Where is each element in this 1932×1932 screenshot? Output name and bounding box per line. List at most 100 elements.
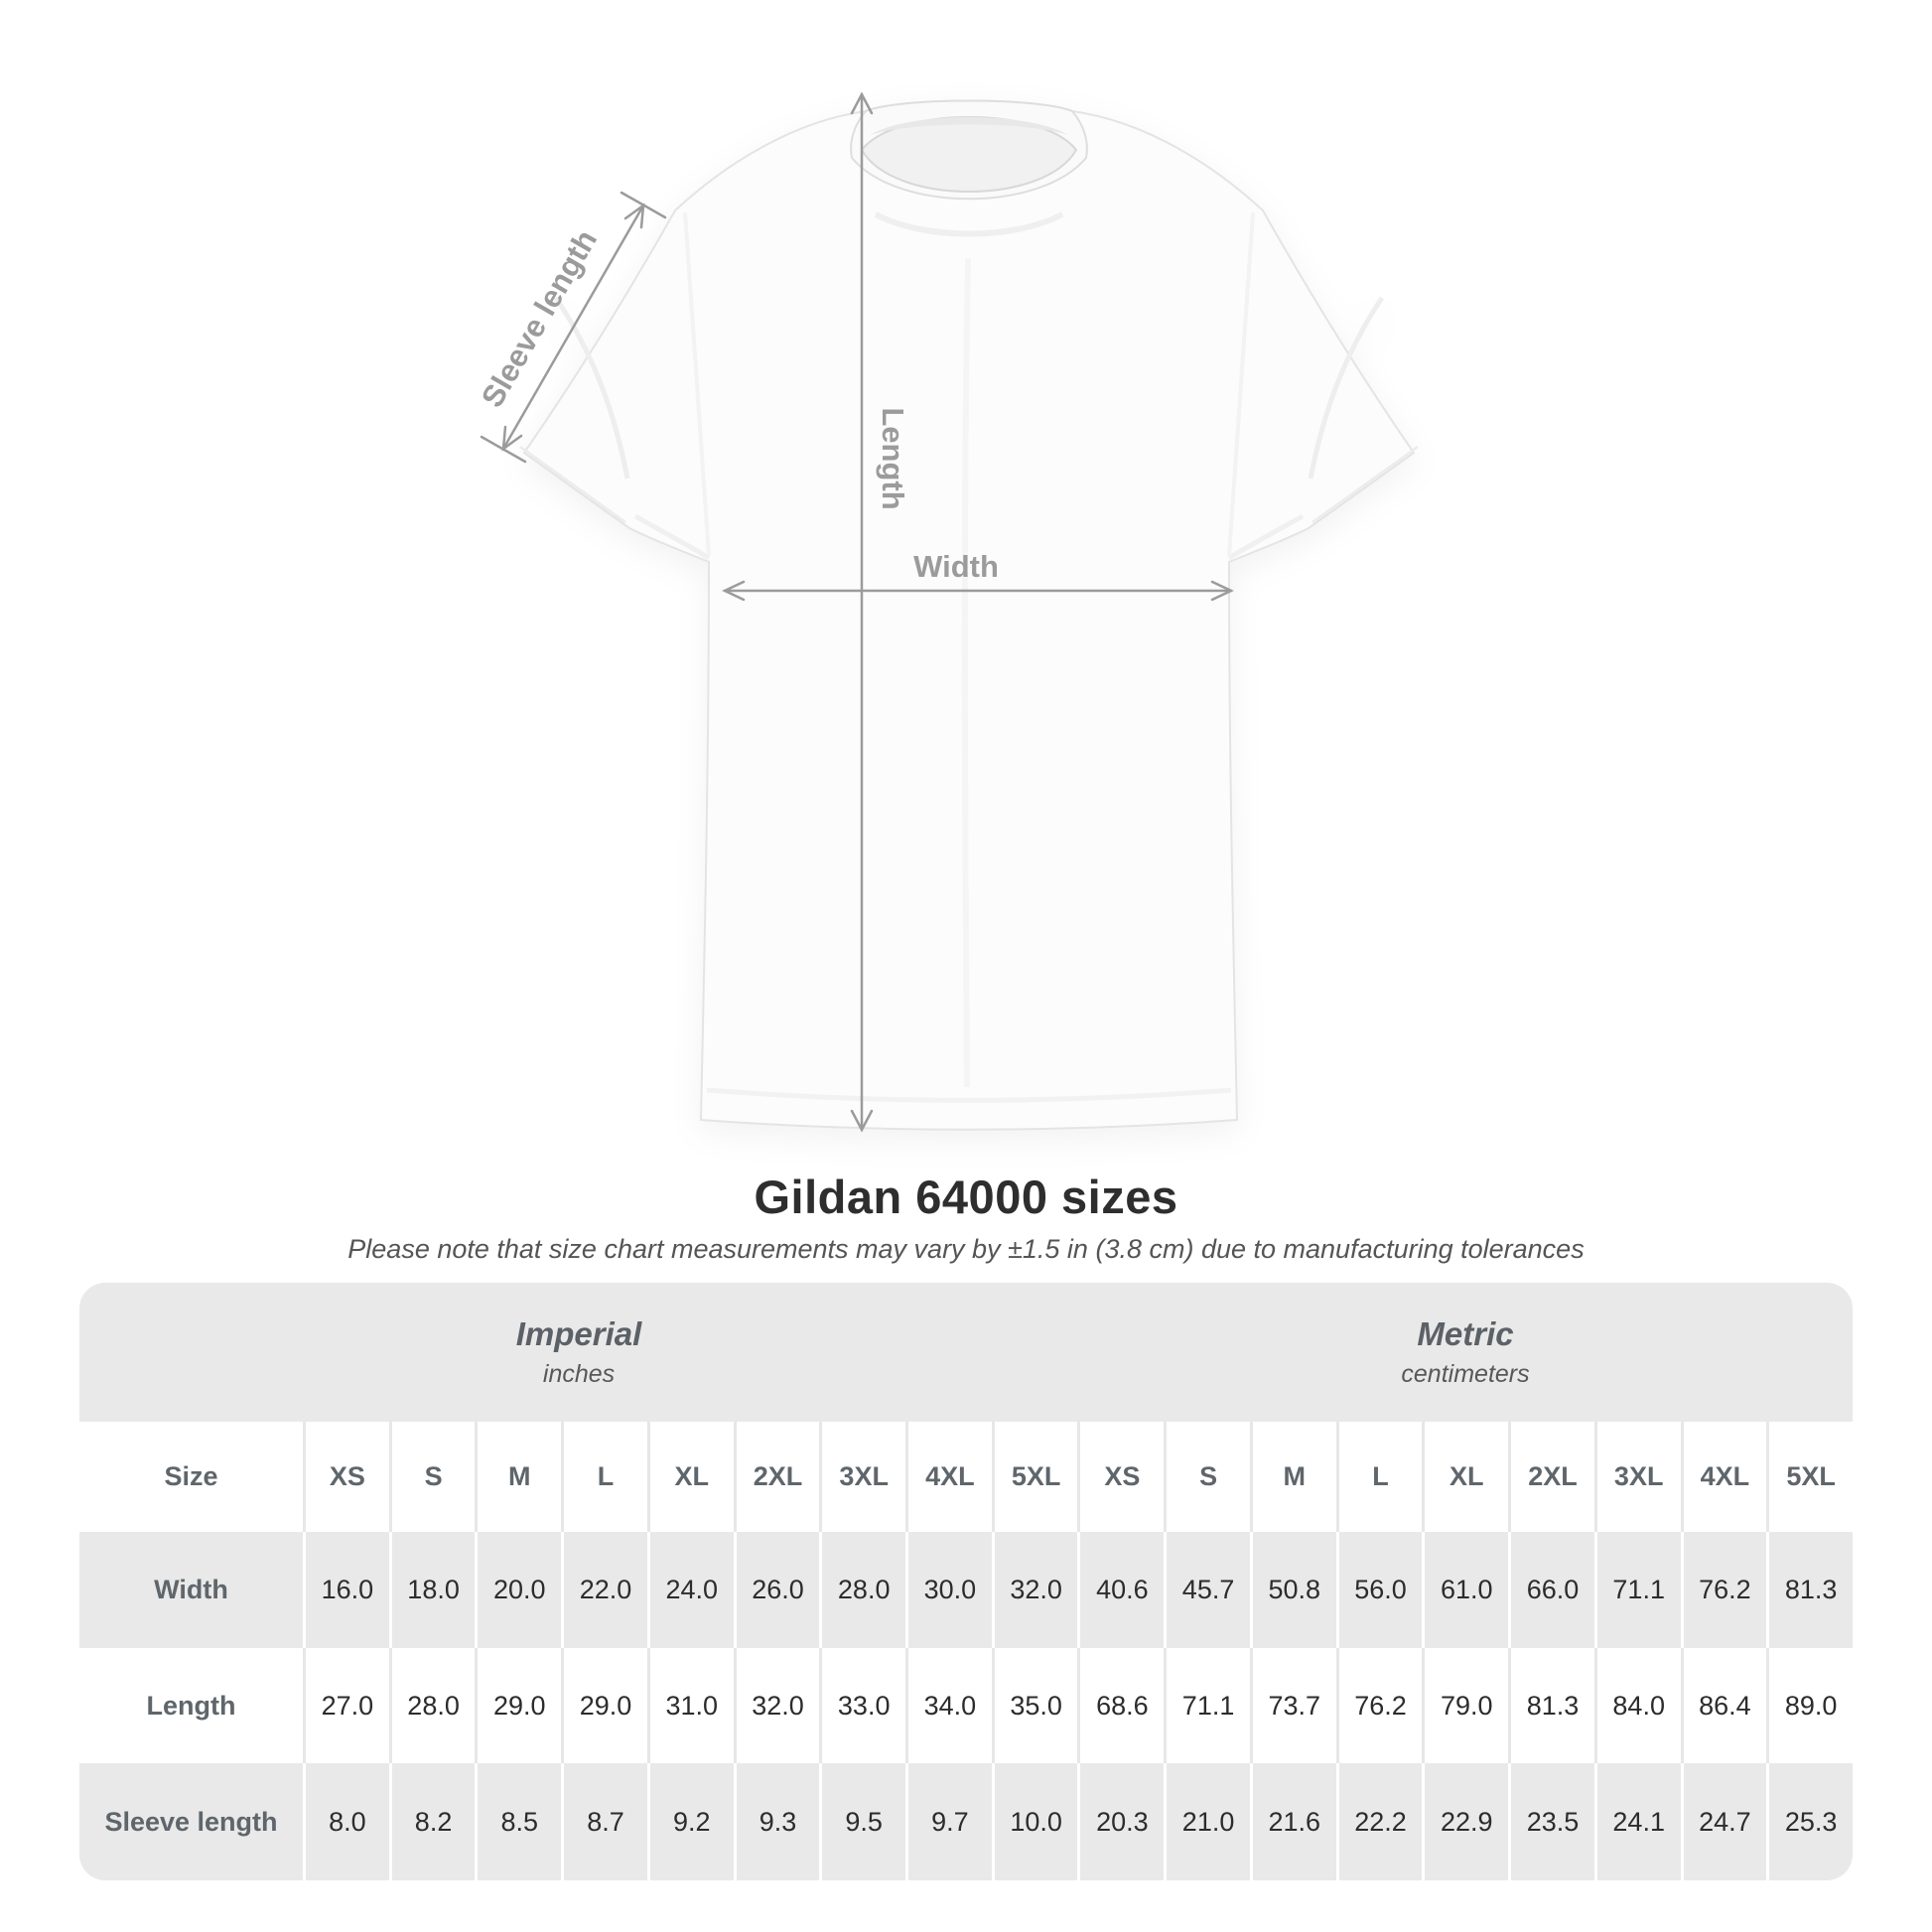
size-header-row: Size XS S M L XL 2XL 3XL 4XL 5XL XS S M L XL 2XL 3XL 4XL 5… [79, 1422, 1853, 1532]
value-cell-metric: 61.0 [1425, 1532, 1509, 1648]
width-label: Width [913, 549, 999, 584]
value-cell-imperial: 16.0 [306, 1532, 389, 1648]
size-header-metric-xl: XL [1425, 1422, 1509, 1532]
value-cell-metric: 71.1 [1596, 1532, 1681, 1648]
value-cell-imperial: 31.0 [649, 1648, 734, 1763]
length-row: Length 27.0 28.0 29.0 29.0 31.0 32.0 33.0 34.0 35… [79, 1648, 1853, 1763]
value-cell-metric: 71.1 [1167, 1648, 1250, 1763]
unit-group-imperial: Imperial inches [79, 1283, 1078, 1422]
value-cell-imperial: 8.5 [478, 1763, 562, 1880]
row-label: Sleeve length [79, 1763, 303, 1880]
length-label: Length [876, 407, 910, 509]
size-header-imperial-s: S [391, 1422, 476, 1532]
value-cell-metric: 22.9 [1425, 1763, 1509, 1880]
value-cell-imperial: 29.0 [564, 1648, 647, 1763]
value-cell-metric: 66.0 [1511, 1532, 1594, 1648]
tshirt-illustration [519, 99, 1419, 1131]
size-header-metric-2xl: 2XL [1511, 1422, 1594, 1532]
imperial-label: Imperial [515, 1315, 642, 1352]
length-arrow [850, 91, 874, 1133]
size-header-imperial-l: L [564, 1422, 647, 1532]
size-header-metric-m: M [1252, 1422, 1336, 1532]
metric-label: Metric [1417, 1315, 1514, 1352]
value-cell-imperial: 34.0 [908, 1648, 992, 1763]
value-cell-imperial: 26.0 [736, 1532, 820, 1648]
metric-sublabel: centimeters [1401, 1360, 1530, 1388]
value-cell-imperial: 28.0 [822, 1532, 906, 1648]
collar-back-band [870, 117, 1068, 135]
value-cell-imperial: 9.3 [736, 1763, 820, 1880]
size-header-imperial-4xl: 4XL [908, 1422, 992, 1532]
size-header-metric-4xl: 4XL [1683, 1422, 1767, 1532]
tshirt-body [523, 99, 1415, 1131]
size-header-imperial-2xl: 2XL [736, 1422, 820, 1532]
value-cell-imperial: 32.0 [994, 1532, 1078, 1648]
value-cell-metric: 21.6 [1252, 1763, 1336, 1880]
value-cell-imperial: 9.5 [822, 1763, 906, 1880]
unit-group-band: Imperial inches Metric centimeters [79, 1283, 1853, 1422]
value-cell-metric: 40.6 [1080, 1532, 1165, 1648]
size-header-imperial-m: M [478, 1422, 562, 1532]
value-cell-imperial: 18.0 [391, 1532, 476, 1648]
value-cell-metric: 86.4 [1683, 1648, 1767, 1763]
value-cell-imperial: 8.2 [391, 1763, 476, 1880]
value-cell-metric: 22.2 [1338, 1763, 1423, 1880]
fabric-folds [519, 211, 1419, 1103]
value-cell-metric: 24.1 [1596, 1763, 1681, 1880]
value-cell-imperial: 22.0 [564, 1532, 647, 1648]
value-cell-metric: 25.3 [1769, 1763, 1853, 1880]
value-cell-imperial: 35.0 [994, 1648, 1078, 1763]
size-header-imperial-xs: XS [306, 1422, 389, 1532]
value-cell-metric: 81.3 [1511, 1648, 1594, 1763]
value-cell-metric: 84.0 [1596, 1648, 1681, 1763]
value-cell-imperial: 28.0 [391, 1648, 476, 1763]
value-cell-metric: 45.7 [1167, 1532, 1250, 1648]
row-label: Width [79, 1532, 303, 1648]
value-cell-metric: 73.7 [1252, 1648, 1336, 1763]
value-cell-metric: 76.2 [1338, 1648, 1423, 1763]
size-col-header: Size [79, 1422, 303, 1532]
width-arrow [722, 580, 1234, 602]
size-table: Imperial inches Metric centimeters Size X… [79, 1283, 1853, 1880]
size-header-metric-xs: XS [1080, 1422, 1165, 1532]
sleeve-length-row: Sleeve length 8.0 8.2 8.5 8.7 9.2 9.3 9.5 9.7 10.… [79, 1763, 1853, 1880]
value-cell-metric: 68.6 [1080, 1648, 1165, 1763]
size-header-imperial-5xl: 5XL [994, 1422, 1078, 1532]
value-cell-imperial: 27.0 [306, 1648, 389, 1763]
page-subtitle: Please note that size chart measurements… [347, 1234, 1585, 1264]
collar-under-shadow [874, 211, 1064, 237]
value-cell-imperial: 30.0 [908, 1532, 992, 1648]
value-cell-imperial: 10.0 [994, 1763, 1078, 1880]
value-cell-imperial: 8.0 [306, 1763, 389, 1880]
value-cell-imperial: 8.7 [564, 1763, 647, 1880]
size-header-metric-5xl: 5XL [1769, 1422, 1853, 1532]
value-cell-imperial: 32.0 [736, 1648, 820, 1763]
size-header-imperial-3xl: 3XL [822, 1422, 906, 1532]
value-cell-imperial: 9.2 [649, 1763, 734, 1880]
value-cell-imperial: 9.7 [908, 1763, 992, 1880]
size-header-imperial-xl: XL [649, 1422, 734, 1532]
imperial-sublabel: inches [542, 1360, 616, 1388]
row-label: Length [79, 1648, 303, 1763]
value-cell-imperial: 24.0 [649, 1532, 734, 1648]
unit-group-metric: Metric centimeters [1078, 1283, 1853, 1422]
value-cell-imperial: 33.0 [822, 1648, 906, 1763]
value-cell-metric: 81.3 [1769, 1532, 1853, 1648]
value-cell-imperial: 20.0 [478, 1532, 562, 1648]
value-cell-metric: 24.7 [1683, 1763, 1767, 1880]
size-header-metric-l: L [1338, 1422, 1423, 1532]
size-header-metric-3xl: 3XL [1596, 1422, 1681, 1532]
value-cell-metric: 76.2 [1683, 1532, 1767, 1648]
value-cell-metric: 79.0 [1425, 1648, 1509, 1763]
value-cell-metric: 56.0 [1338, 1532, 1423, 1648]
value-cell-metric: 23.5 [1511, 1763, 1594, 1880]
value-cell-metric: 89.0 [1769, 1648, 1853, 1763]
size-header-metric-s: S [1167, 1422, 1250, 1532]
value-cell-imperial: 29.0 [478, 1648, 562, 1763]
value-cell-metric: 50.8 [1252, 1532, 1336, 1648]
value-cell-metric: 21.0 [1167, 1763, 1250, 1880]
width-row: Width 16.0 18.0 20.0 22.0 24.0 26.0 28.0 30.0 32.… [79, 1532, 1853, 1648]
page-title: Gildan 64000 sizes [754, 1171, 1178, 1223]
